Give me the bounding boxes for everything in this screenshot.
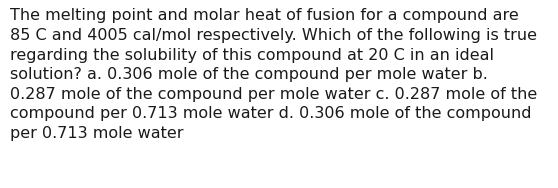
- Text: The melting point and molar heat of fusion for a compound are
85 C and 4005 cal/: The melting point and molar heat of fusi…: [10, 8, 537, 141]
